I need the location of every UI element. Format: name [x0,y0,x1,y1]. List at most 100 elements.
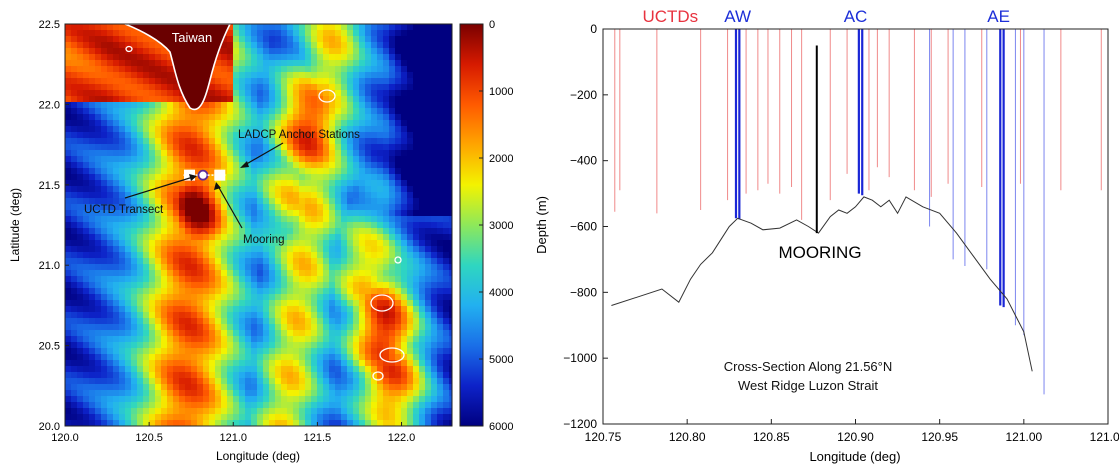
map-cell [419,102,426,109]
map-cell [275,150,282,157]
map-cell [119,414,126,421]
map-cell [347,84,354,91]
map-cell [197,384,204,391]
map-cell [203,204,210,211]
map-cell [449,84,452,91]
map-cell [215,336,222,343]
map-cell [89,324,96,331]
map-cell [335,204,342,211]
map-cell [383,372,390,379]
map-cell [443,372,450,379]
map-cell [209,324,216,331]
map-cell [65,390,72,397]
map-cell [377,324,384,331]
map-cell [395,66,402,73]
map-cell [251,312,258,319]
map-cell [335,168,342,175]
map-cell [77,408,84,415]
map-cell [287,384,294,391]
map-cell [137,138,144,145]
map-cell [263,192,270,199]
map-cell [89,36,96,43]
map-cell [353,330,360,337]
map-cell [419,72,426,79]
map-cell [431,420,438,426]
map-cell [311,366,318,373]
map-cell [275,48,282,55]
map-cell [425,240,432,247]
map-cell [269,84,276,91]
map-y-tick-label: 21.0 [39,260,60,272]
map-cell [89,402,96,409]
map-cell [311,54,318,61]
map-cell [161,174,168,181]
map-cell [395,198,402,205]
xs-x-tick-label: 120.95 [921,430,958,444]
map-cell [245,276,252,283]
map-cell [215,156,222,163]
map-cell [425,402,432,409]
map-cell [239,342,246,349]
map-cell [425,228,432,235]
map-cell [365,384,372,391]
map-cell [125,306,132,313]
map-cell [221,228,228,235]
map-cell [173,174,180,181]
map-cell [311,120,318,127]
map-cell [287,36,294,43]
map-cell [233,114,240,121]
map-cell [179,144,186,151]
map-cell [245,360,252,367]
map-cell [323,342,330,349]
map-cell [179,264,186,271]
map-cell [191,108,198,115]
map-cell [389,30,396,37]
map-cell [119,54,126,61]
map-cell [359,252,366,259]
map-cell [443,120,450,127]
map-cell [137,192,144,199]
map-cell [311,138,318,145]
map-cell [443,168,450,175]
map-cell [311,348,318,355]
map-cell [311,198,318,205]
map-cell [107,396,114,403]
map-cell [227,402,234,409]
map-cell [269,96,276,103]
map-cell [167,264,174,271]
map-cell [245,198,252,205]
map-cell [167,288,174,295]
map-cell [83,360,90,367]
map-cell [407,336,414,343]
map-cell [413,378,420,385]
map-cell [437,132,444,139]
map-cell [65,204,72,211]
map-cell [149,408,156,415]
map-cell [179,336,186,343]
map-cell [329,324,336,331]
xs-x-tick-label: 120.75 [585,430,622,444]
map-cell [173,78,180,85]
map-cell [419,210,426,217]
map-cell [431,168,438,175]
map-cell [89,348,96,355]
map-cell [77,288,84,295]
map-cell [347,384,354,391]
map-cell [83,30,90,37]
map-cell [239,264,246,271]
map-cell [443,276,450,283]
map-cell [149,228,156,235]
map-cell [275,408,282,415]
map-cell [293,330,300,337]
map-cell [101,372,108,379]
map-cell [359,234,366,241]
map-cell [167,270,174,277]
map-cell [95,60,102,67]
map-cell [131,162,138,169]
map-cell [437,348,444,355]
map-cell [323,90,330,97]
map-cell [251,402,258,409]
map-cell [371,210,378,217]
map-cell [143,102,150,109]
map-cell [95,378,102,385]
